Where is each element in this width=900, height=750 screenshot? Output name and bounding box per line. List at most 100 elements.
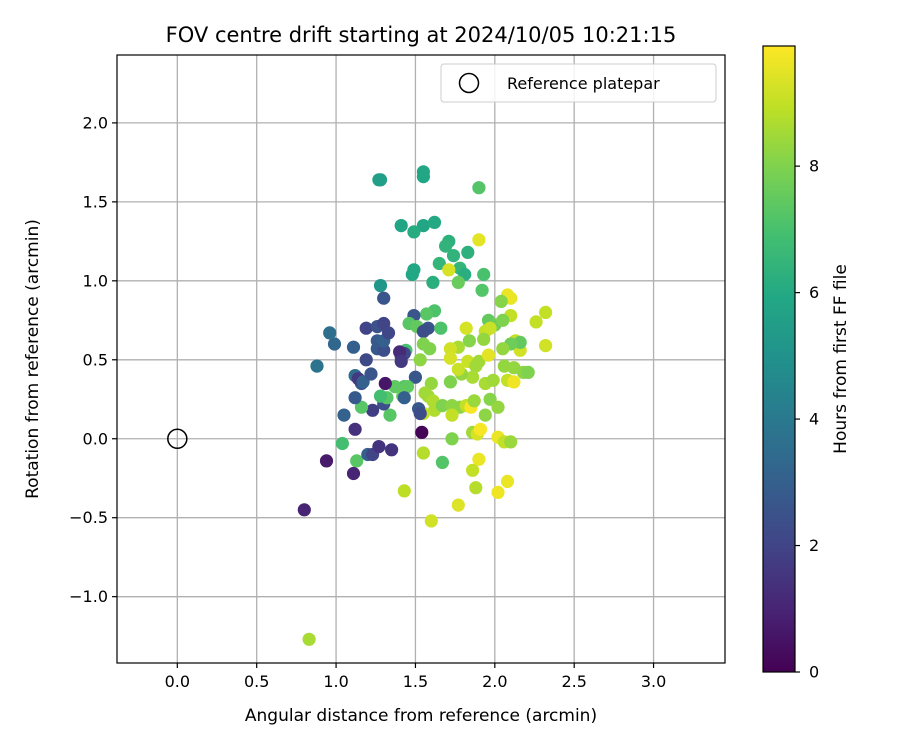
data-point xyxy=(504,435,518,449)
data-point xyxy=(348,422,362,436)
colorbar-tick-label: 4 xyxy=(809,410,819,429)
data-point xyxy=(472,181,486,195)
data-point xyxy=(521,365,535,379)
data-point xyxy=(491,485,505,499)
data-point xyxy=(378,376,392,391)
data-point xyxy=(420,307,434,321)
data-point xyxy=(413,406,427,421)
data-point xyxy=(472,233,486,247)
data-point xyxy=(442,263,456,277)
data-point xyxy=(529,315,543,329)
y-axis-label: Rotation from reference (arcmin) xyxy=(23,219,43,499)
data-point xyxy=(377,291,391,305)
data-point xyxy=(426,275,440,289)
data-point xyxy=(383,408,397,422)
x-tick-label: 0.5 xyxy=(244,672,269,691)
data-point xyxy=(302,632,316,646)
data-point xyxy=(310,359,324,373)
legend-entry-reference: Reference platepar xyxy=(507,74,660,93)
data-point xyxy=(462,334,476,348)
data-point xyxy=(348,391,362,405)
data-point xyxy=(323,326,337,340)
data-point xyxy=(507,375,521,389)
data-point xyxy=(461,245,475,259)
data-point xyxy=(500,474,515,488)
colorbar-tick-label: 0 xyxy=(809,663,819,682)
data-point xyxy=(413,353,427,367)
data-point xyxy=(466,370,480,384)
data-point xyxy=(481,348,496,362)
legend-reference-marker xyxy=(458,72,480,94)
data-point xyxy=(346,466,361,481)
data-point xyxy=(415,425,429,439)
data-point xyxy=(424,376,438,391)
data-point xyxy=(466,463,480,477)
data-point xyxy=(472,354,486,368)
data-point xyxy=(346,340,361,354)
data-point xyxy=(446,249,461,263)
chart-title: FOV centre drift starting at 2024/10/05 … xyxy=(166,23,677,47)
data-point xyxy=(337,408,351,422)
data-point xyxy=(477,267,491,282)
data-point xyxy=(405,267,419,282)
y-tick-label: 1.0 xyxy=(83,271,108,290)
data-points xyxy=(297,165,553,646)
data-point xyxy=(373,389,388,403)
data-point xyxy=(319,454,334,468)
data-point xyxy=(364,367,378,381)
colorbar-label: Hours from first FF file xyxy=(831,264,851,454)
colorbar-gradient xyxy=(763,46,795,672)
data-point xyxy=(443,342,457,356)
colorbar: 0 2 4 6 8 Hours from first FF file xyxy=(762,45,851,682)
colorbar-ticks: 0 2 4 6 8 xyxy=(795,157,819,682)
plot-frame xyxy=(116,54,726,664)
data-point xyxy=(408,370,422,384)
data-point xyxy=(478,408,492,422)
data-point xyxy=(539,305,553,319)
data-point xyxy=(539,339,553,353)
data-point xyxy=(372,173,386,187)
x-axis-label: Angular distance from reference (arcmin) xyxy=(245,706,597,726)
x-tick-label: 0.0 xyxy=(165,672,190,691)
y-tick-label: 0.5 xyxy=(83,350,108,369)
x-tick-label: 3.0 xyxy=(641,672,666,691)
data-point xyxy=(435,399,449,413)
colorbar-tick-label: 6 xyxy=(809,283,819,302)
data-point xyxy=(397,391,411,405)
legend-box xyxy=(440,63,717,103)
x-tick-label: 1.5 xyxy=(403,672,428,691)
data-point xyxy=(434,321,448,335)
data-point xyxy=(327,337,342,351)
data-point xyxy=(297,503,311,517)
y-axis: −1.0 −0.5 0.0 0.5 1.0 1.5 2.0 xyxy=(69,113,117,606)
data-point xyxy=(416,170,430,184)
data-point xyxy=(377,343,391,357)
data-point xyxy=(445,408,459,422)
y-tick-label: −1.0 xyxy=(69,587,108,606)
data-point xyxy=(491,400,505,414)
y-tick-label: 1.5 xyxy=(83,192,108,211)
reference-platepar-marker xyxy=(167,428,188,450)
data-point xyxy=(427,215,442,229)
data-point xyxy=(451,275,465,289)
data-point xyxy=(475,283,489,297)
y-tick-label: 2.0 xyxy=(83,113,108,132)
legend: Reference platepar xyxy=(440,63,717,103)
data-point xyxy=(477,332,491,346)
data-point xyxy=(496,342,510,356)
data-point xyxy=(416,446,430,460)
data-point xyxy=(397,484,411,498)
data-point xyxy=(407,225,421,239)
data-point xyxy=(469,481,483,495)
data-point xyxy=(473,422,488,436)
data-point xyxy=(496,313,510,327)
data-point xyxy=(350,454,364,468)
data-point xyxy=(359,321,373,335)
data-point xyxy=(451,362,465,376)
data-point xyxy=(335,436,349,451)
data-point xyxy=(486,373,500,387)
data-point xyxy=(385,443,399,457)
data-point xyxy=(467,394,481,408)
data-point xyxy=(373,279,388,293)
